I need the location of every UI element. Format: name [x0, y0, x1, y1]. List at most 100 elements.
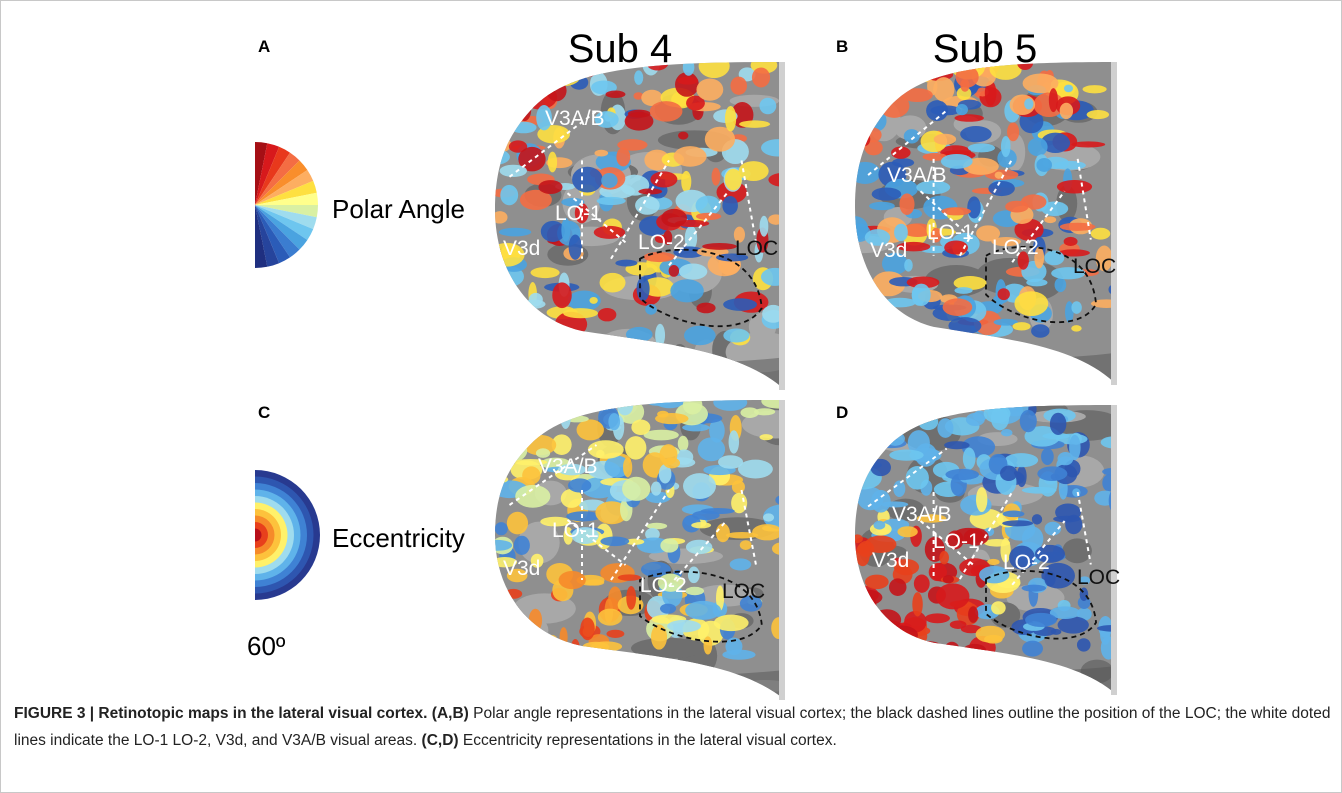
activation-blob	[963, 448, 976, 470]
activation-blob	[991, 406, 1009, 430]
activation-blob	[760, 216, 769, 237]
activation-blob	[518, 98, 531, 121]
activation-blob	[529, 609, 542, 632]
activation-blob	[488, 602, 513, 608]
activation-blob	[944, 642, 959, 658]
activation-blob	[873, 642, 882, 653]
activation-blob	[963, 644, 986, 657]
activation-blob	[692, 511, 720, 521]
activation-blob	[869, 202, 895, 210]
activation-blob	[704, 636, 713, 654]
activation-blob	[556, 73, 565, 81]
area-label: V3A/B	[545, 107, 605, 130]
activation-blob	[539, 323, 559, 339]
activation-blob	[683, 395, 702, 414]
activation-blob	[531, 642, 552, 650]
activation-blob	[660, 538, 678, 552]
activation-blob	[879, 94, 910, 118]
activation-blob	[582, 642, 609, 653]
activation-blob	[608, 413, 620, 430]
activation-blob	[852, 624, 882, 641]
activation-blob	[872, 55, 888, 71]
activation-blob	[651, 624, 667, 649]
activation-blob	[660, 444, 678, 465]
activation-blob	[904, 129, 920, 143]
activation-blob	[615, 260, 637, 267]
activation-blob	[702, 243, 737, 250]
activation-blob	[547, 61, 561, 68]
activation-blob	[1025, 613, 1057, 627]
activation-blob	[481, 321, 511, 341]
activation-blob	[589, 297, 597, 304]
sulcus-patch	[832, 686, 893, 700]
sulcus-patch	[852, 324, 930, 367]
activation-blob	[856, 543, 870, 566]
activation-blob	[1083, 85, 1107, 93]
activation-blob	[523, 300, 546, 309]
activation-blob	[684, 326, 716, 346]
activation-blob	[988, 181, 1014, 196]
activation-blob	[718, 455, 743, 469]
activation-blob	[869, 415, 877, 439]
row-label: Eccentricity	[332, 523, 465, 553]
area-label: V3d	[503, 237, 540, 260]
area-label: V3A/B	[887, 164, 947, 187]
activation-blob	[912, 284, 931, 306]
activation-blob	[899, 193, 914, 215]
activation-blob	[1031, 324, 1049, 338]
activation-blob	[540, 57, 564, 79]
area-label: LOC	[722, 580, 765, 603]
activation-blob	[738, 460, 773, 479]
activation-blob	[849, 281, 879, 306]
activation-blob	[934, 134, 956, 145]
activation-blob	[573, 647, 590, 656]
activation-blob	[849, 162, 880, 184]
activation-blob	[860, 132, 870, 146]
activation-blob	[885, 432, 905, 446]
activation-blob	[677, 77, 698, 85]
activation-blob	[1071, 325, 1082, 331]
activation-blob	[1014, 291, 1048, 316]
activation-blob	[577, 419, 604, 440]
activation-blob	[1060, 103, 1073, 119]
activation-blob	[723, 328, 749, 342]
activation-blob	[904, 641, 927, 656]
caption-ref: (C,D)	[422, 732, 459, 749]
activation-blob	[674, 146, 707, 167]
activation-blob	[487, 610, 506, 620]
image-edge	[779, 400, 785, 700]
activation-blob	[626, 327, 653, 342]
activation-blob	[943, 575, 954, 583]
activation-blob	[1060, 223, 1096, 231]
activation-blob	[998, 288, 1010, 300]
caption-text: Eccentricity representations in the late…	[463, 732, 837, 749]
area-label: LO-1	[927, 221, 974, 244]
activation-blob	[670, 279, 704, 302]
activation-blob	[651, 482, 662, 496]
activation-blob	[491, 330, 505, 349]
activation-blob	[1036, 158, 1052, 172]
activation-blob	[1050, 413, 1067, 435]
activation-blob	[529, 326, 549, 342]
activation-blob	[1069, 435, 1081, 460]
activation-blob	[914, 575, 930, 593]
sulcus-patch	[852, 306, 884, 324]
area-label: V3d	[503, 557, 540, 580]
activation-blob	[1005, 201, 1028, 213]
activation-blob	[503, 441, 528, 461]
area-label: V3A/B	[892, 503, 952, 526]
activation-blob	[722, 650, 755, 660]
image-edge	[1111, 405, 1117, 695]
sulcus-patch	[892, 664, 948, 692]
activation-blob	[482, 136, 511, 153]
activation-blob	[729, 430, 739, 453]
activation-blob	[483, 475, 509, 484]
activation-blob	[967, 196, 980, 218]
caption-label: FIGURE 3 | Retinotopic maps in the later…	[14, 705, 427, 722]
activation-blob	[500, 185, 518, 205]
activation-blob	[512, 61, 536, 81]
activation-blob	[514, 536, 530, 555]
sulcus-patch	[863, 349, 937, 392]
activation-blob	[722, 196, 738, 215]
activation-blob	[870, 459, 891, 476]
